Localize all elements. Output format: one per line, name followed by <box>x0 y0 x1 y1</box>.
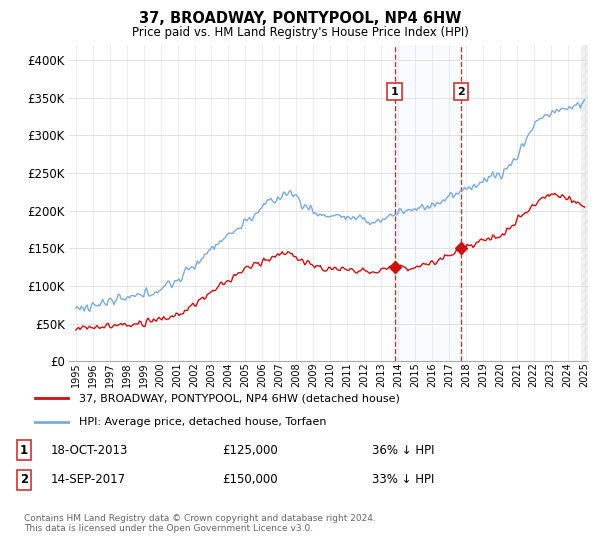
Text: HPI: Average price, detached house, Torfaen: HPI: Average price, detached house, Torf… <box>79 417 326 427</box>
Text: £150,000: £150,000 <box>222 473 278 486</box>
Text: 18-OCT-2013: 18-OCT-2013 <box>51 444 128 456</box>
Text: Price paid vs. HM Land Registry's House Price Index (HPI): Price paid vs. HM Land Registry's House … <box>131 26 469 39</box>
Text: Contains HM Land Registry data © Crown copyright and database right 2024.
This d: Contains HM Land Registry data © Crown c… <box>24 514 376 534</box>
Text: 37, BROADWAY, PONTYPOOL, NP4 6HW: 37, BROADWAY, PONTYPOOL, NP4 6HW <box>139 11 461 26</box>
Text: 2: 2 <box>20 473 28 486</box>
Text: 1: 1 <box>391 86 398 96</box>
Text: 33% ↓ HPI: 33% ↓ HPI <box>372 473 434 486</box>
Bar <box>395 45 461 361</box>
Text: 14-SEP-2017: 14-SEP-2017 <box>51 473 126 486</box>
Bar <box>581 45 588 361</box>
Text: 36% ↓ HPI: 36% ↓ HPI <box>372 444 434 456</box>
Text: 37, BROADWAY, PONTYPOOL, NP4 6HW (detached house): 37, BROADWAY, PONTYPOOL, NP4 6HW (detach… <box>79 394 400 404</box>
Text: 2: 2 <box>457 86 464 96</box>
Text: £125,000: £125,000 <box>222 444 278 456</box>
Text: 1: 1 <box>20 444 28 456</box>
